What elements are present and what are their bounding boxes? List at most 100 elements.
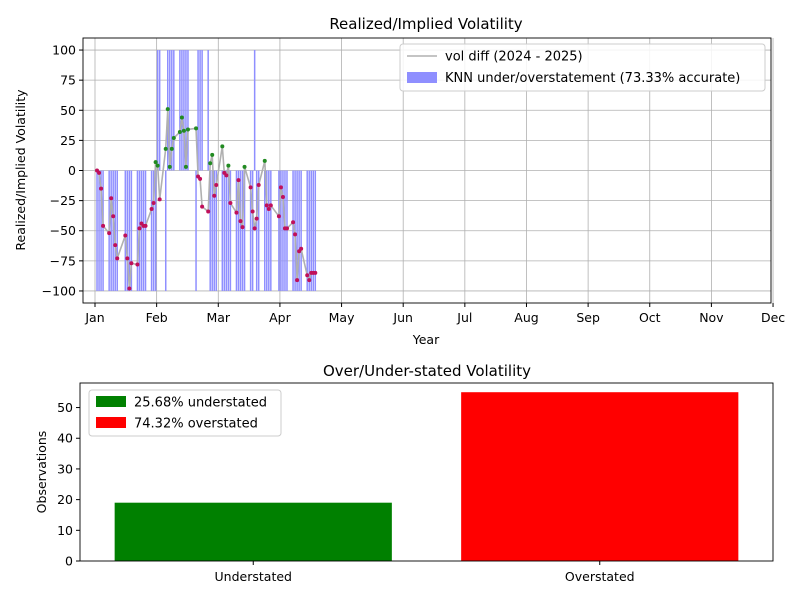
chart2-legend: 25.68% understated 74.32% overstated — [88, 389, 282, 437]
knn-bar — [199, 50, 201, 171]
vol-diff-point — [254, 216, 259, 221]
x-tick-label: Mar — [206, 310, 230, 325]
vol-diff-point — [97, 170, 102, 175]
knn-bar — [308, 170, 310, 291]
knn-bar — [187, 50, 189, 171]
knn-bar — [280, 170, 282, 291]
knn-bar — [154, 170, 157, 291]
vol-diff-point — [127, 286, 132, 291]
vol-diff-points — [95, 107, 318, 291]
vol-diff-point — [185, 127, 190, 132]
chart2-legend-box — [88, 389, 282, 437]
vol-diff-point — [212, 193, 217, 198]
chart1-xlabel: Year — [412, 332, 440, 347]
knn-bar — [314, 170, 317, 291]
vol-diff-point — [135, 262, 140, 267]
knn-bar — [114, 170, 116, 291]
vol-diff-point — [115, 256, 120, 261]
y-tick-label: 50 — [60, 103, 76, 118]
knn-bar — [110, 170, 112, 291]
knn-bar — [306, 170, 308, 291]
knn-bar — [284, 170, 286, 291]
vol-diff-point — [101, 223, 106, 228]
knn-bar — [116, 170, 118, 291]
chart1-y-ticks: 100 75 50 25 0 −25 −50 −75 −100 — [42, 43, 83, 298]
vol-diff-point — [113, 243, 118, 248]
vol-diff-point — [177, 129, 182, 134]
vol-diff-point — [248, 185, 253, 190]
vol-diff-point — [169, 146, 174, 151]
x-tick-label: Jul — [456, 310, 472, 325]
y-tick-label: 0 — [65, 554, 73, 569]
knn-bar — [296, 170, 298, 291]
chart1-bars — [96, 50, 317, 291]
vol-diff-point — [155, 163, 160, 168]
knn-bar — [266, 170, 268, 291]
vol-diff-point — [151, 201, 156, 206]
knn-bar — [225, 170, 228, 291]
vol-diff-point — [295, 278, 300, 283]
vol-diff-point — [224, 173, 229, 178]
chart2-ylabel: Observations — [34, 431, 49, 514]
vol-diff-point — [256, 182, 261, 187]
knn-bar — [171, 50, 173, 171]
knn-bar — [264, 170, 266, 291]
knn-bar — [158, 50, 161, 171]
knn-bar — [251, 170, 254, 291]
knn-bar — [152, 170, 155, 291]
vol-diff-point — [220, 144, 225, 149]
vol-diff-point — [206, 209, 211, 214]
legend-bar-label: KNN under/overstatement (73.33% accurate… — [445, 71, 740, 86]
knn-bar — [282, 170, 284, 291]
knn-bar — [310, 170, 312, 291]
x-tick-label: Understated — [215, 569, 292, 584]
y-tick-label: 50 — [57, 400, 73, 415]
knn-bar — [102, 170, 104, 291]
knn-bar — [209, 170, 211, 291]
knn-bar — [223, 170, 226, 291]
vol-diff-point — [179, 115, 184, 120]
knn-bar — [164, 170, 167, 291]
x-tick-label: Aug — [514, 310, 538, 325]
knn-bar — [213, 170, 215, 291]
vol-diff-point — [123, 233, 128, 238]
vol-diff-point — [210, 152, 215, 157]
knn-bar — [268, 170, 270, 291]
chart1-legend-box — [399, 43, 766, 92]
vol-diff-point — [307, 278, 312, 283]
x-tick-label: Dec — [761, 310, 785, 325]
vol-diff-point — [107, 231, 112, 236]
knn-bar — [96, 170, 98, 291]
vol-diff-point — [291, 220, 296, 225]
knn-bar — [130, 170, 133, 291]
chart1-title: Realized/Implied Volatility — [329, 15, 522, 33]
knn-bar — [126, 170, 129, 291]
x-tick-label: Nov — [699, 310, 724, 325]
y-tick-label: 10 — [57, 523, 73, 538]
legend-understated-swatch — [96, 396, 126, 407]
knn-bar — [100, 170, 102, 291]
vol-diff-point — [167, 164, 172, 169]
over-under-chart: Over/Under-stated Volatility 0 10 20 30 40 50… — [34, 362, 774, 584]
y-tick-label: −25 — [50, 193, 76, 208]
knn-bar — [112, 170, 114, 291]
y-tick-label: −50 — [50, 223, 76, 238]
chart1-legend: vol diff (2024 - 2025) KNN under/oversta… — [399, 43, 766, 92]
vol-diff-point — [181, 128, 186, 133]
vol-diff-point — [305, 273, 310, 278]
y-tick-label: 30 — [57, 461, 73, 476]
knn-bar — [300, 170, 302, 291]
volatility-chart: Realized/Implied Volatility 100 75 50 25 0 −2… — [13, 15, 785, 347]
knn-bar — [239, 170, 242, 291]
vol-diff-point — [226, 163, 231, 168]
knn-bar — [249, 170, 252, 291]
vol-diff-point — [125, 256, 130, 261]
legend-line-label: vol diff (2024 - 2025) — [445, 50, 583, 65]
knn-bar — [173, 50, 175, 171]
y-tick-label: 40 — [57, 431, 73, 446]
bar-understated — [114, 502, 392, 561]
knn-bar — [185, 50, 187, 171]
knn-bar — [181, 50, 183, 171]
vol-diff-point — [214, 182, 219, 187]
